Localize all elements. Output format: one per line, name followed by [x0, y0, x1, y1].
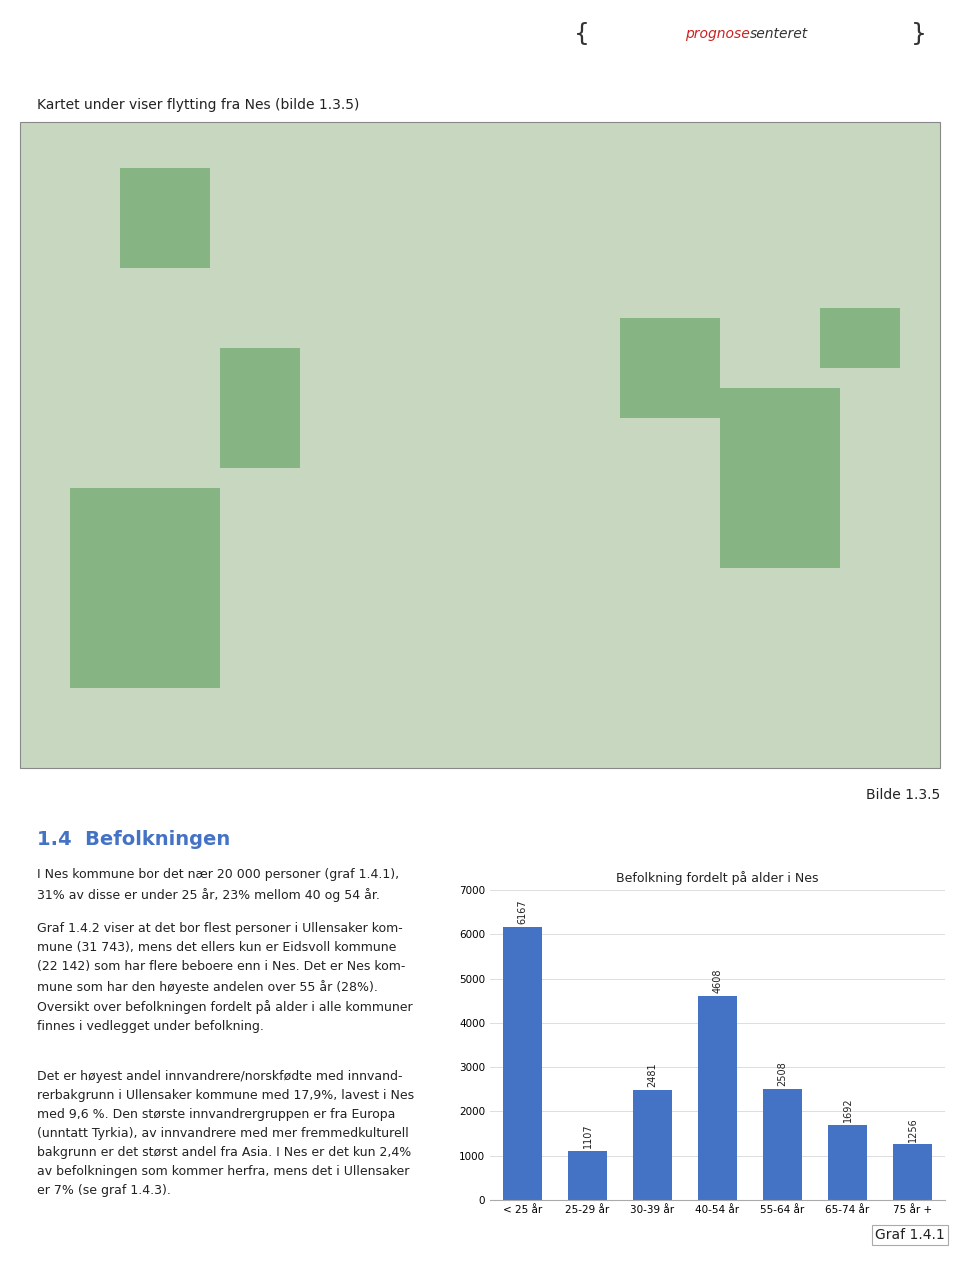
Text: 1.4  Befolkningen: 1.4 Befolkningen [37, 830, 230, 849]
Polygon shape [70, 488, 220, 689]
Bar [763, 1089, 802, 1199]
Text: Bilde 1.3.5: Bilde 1.3.5 [866, 788, 940, 802]
Text: I Nes kommune bor det nær 20 000 personer (graf 1.4.1),
31% av disse er under 25: I Nes kommune bor det nær 20 000 persone… [37, 867, 399, 902]
Polygon shape [220, 347, 300, 468]
Text: 4608: 4608 [712, 969, 723, 994]
Polygon shape [20, 122, 940, 768]
Bar [698, 996, 737, 1199]
Text: }: } [910, 22, 926, 45]
Text: Boligmarkedsanalyse - Nes kommune: Boligmarkedsanalyse - Nes kommune [22, 26, 372, 44]
Bar [633, 1090, 672, 1199]
Polygon shape [620, 318, 720, 418]
Text: Graf 1.4.1: Graf 1.4.1 [876, 1228, 945, 1242]
Bar [893, 1144, 932, 1199]
Polygon shape [120, 169, 210, 268]
Text: {: { [574, 22, 589, 45]
Title: Befolkning fordelt på alder i Nes: Befolkning fordelt på alder i Nes [616, 871, 819, 884]
Bar [503, 927, 542, 1199]
Text: 1256: 1256 [907, 1117, 918, 1142]
Polygon shape [720, 387, 840, 568]
Text: 1107: 1107 [583, 1124, 592, 1148]
Text: 2508: 2508 [778, 1062, 787, 1086]
Polygon shape [820, 308, 900, 368]
Text: 6167: 6167 [517, 900, 527, 924]
Text: senteret: senteret [750, 27, 808, 41]
Text: Graf 1.4.2 viser at det bor flest personer i Ullensaker kom-
mune (31 743), mens: Graf 1.4.2 viser at det bor flest person… [37, 921, 413, 1033]
Text: Det er høyest andel innvandrere/norskfødte med innvand-
rerbakgrunn i Ullensaker: Det er høyest andel innvandrere/norskfød… [37, 1069, 414, 1197]
Text: Side 6: Side 6 [880, 1260, 920, 1273]
Text: prognose: prognose [685, 27, 750, 41]
Text: 1692: 1692 [843, 1098, 852, 1122]
Bar [568, 1151, 607, 1199]
Text: 2481: 2481 [647, 1063, 658, 1088]
Text: www.prognosesenteret.no: www.prognosesenteret.no [17, 1260, 180, 1273]
Bar [828, 1125, 867, 1199]
Text: Kartet under viser flytting fra Nes (bilde 1.3.5): Kartet under viser flytting fra Nes (bil… [37, 98, 359, 112]
